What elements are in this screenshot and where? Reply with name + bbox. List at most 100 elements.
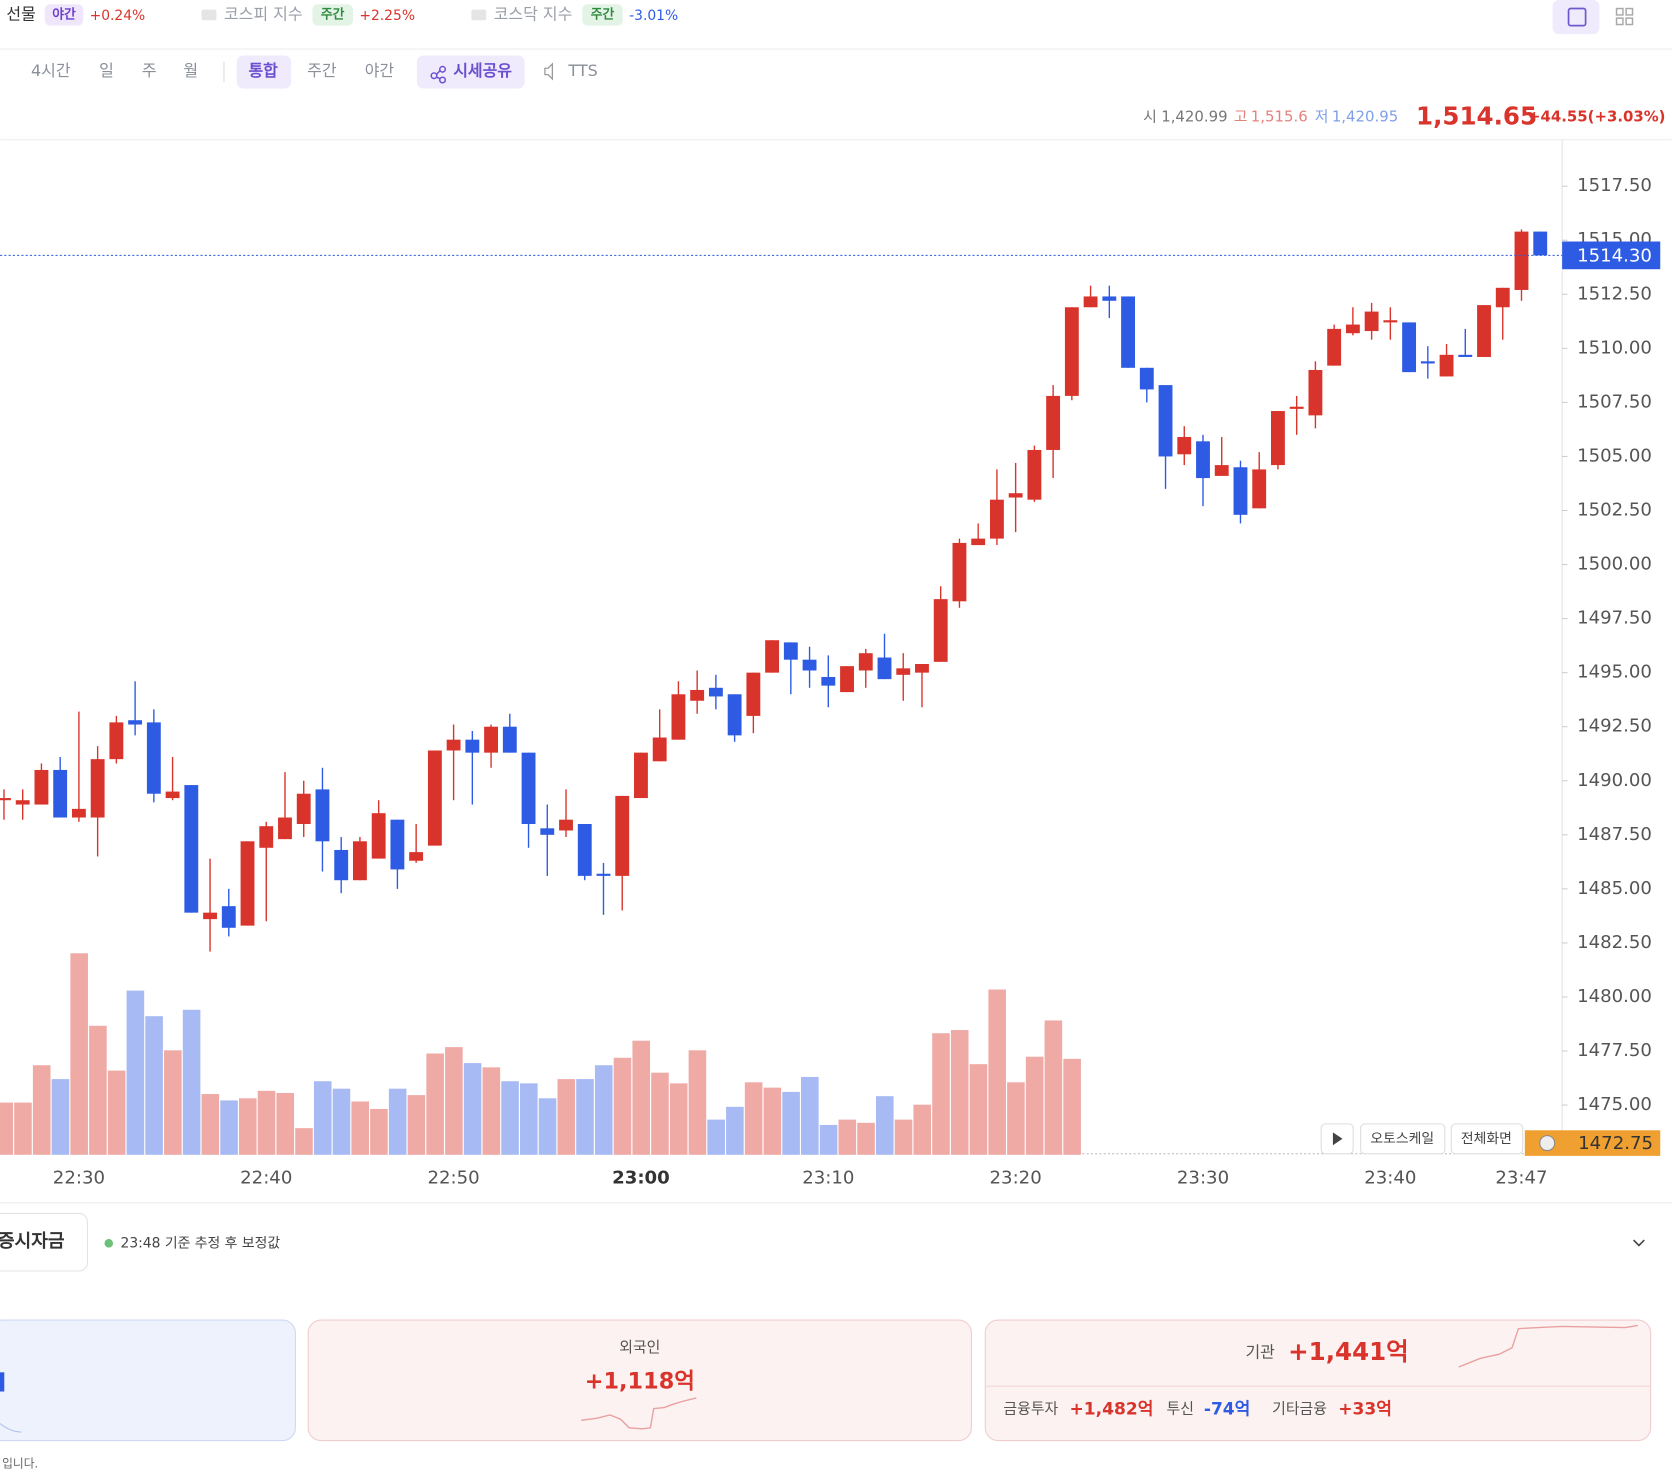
fullscreen-button[interactable] <box>1450 1123 1524 1155</box>
card <box>0 1319 296 1442</box>
candle-body <box>128 720 143 725</box>
tab[interactable]: 일 <box>99 61 114 80</box>
autoscale-button[interactable] <box>1360 1123 1446 1155</box>
candle-body <box>671 694 686 740</box>
button-label: 전체화면 <box>1461 1131 1512 1147</box>
y-tick-label: 1507.50 <box>1577 391 1652 412</box>
y-tick-label: 1510.00 <box>1577 337 1652 358</box>
part-value: -74억 <box>1204 1400 1250 1420</box>
candle-body <box>1477 305 1491 357</box>
volume-bar <box>220 1100 238 1155</box>
candle-body <box>90 759 105 818</box>
card-value: +1,118억 <box>585 1368 695 1394</box>
candle-body <box>634 752 648 799</box>
tab[interactable]: 통합 <box>248 61 278 80</box>
candle-body <box>896 668 911 675</box>
expand-icon[interactable] <box>1633 1239 1645 1247</box>
x-tick-label: 22:50 <box>428 1167 480 1188</box>
sparkline <box>581 1397 697 1430</box>
candle-body <box>1121 296 1135 368</box>
settings-icon <box>1539 1135 1556 1152</box>
candle-body <box>952 542 967 602</box>
volume-bar <box>295 1128 313 1155</box>
volume-bar <box>726 1106 744 1155</box>
card <box>984 1319 1652 1442</box>
tab[interactable]: 월 <box>183 61 198 80</box>
volume-bar <box>51 1079 70 1155</box>
y-tick-label: 1497.50 <box>1577 608 1652 629</box>
card-label: 외국인 <box>619 1338 660 1356</box>
speaker-icon <box>544 62 554 81</box>
volume-bar <box>538 1098 557 1155</box>
x-tick-label: 23:40 <box>1364 1167 1416 1188</box>
candle-body <box>1064 307 1079 396</box>
volume-bar <box>744 1082 763 1155</box>
share-button[interactable] <box>416 55 525 89</box>
volume-bar <box>238 1098 257 1155</box>
card-label: 기관 <box>1245 1343 1275 1362</box>
candle-body <box>1046 395 1061 450</box>
part-label: 금융투자 <box>1003 1400 1058 1418</box>
candle-body <box>53 769 68 818</box>
candle-body <box>465 739 480 753</box>
x-tick-label: 23:10 <box>802 1167 854 1188</box>
candle-body <box>1196 441 1210 479</box>
sparkline <box>1458 1324 1638 1368</box>
volume-bar <box>576 1079 594 1155</box>
candle-body <box>203 912 217 920</box>
volume-bar <box>651 1072 669 1155</box>
x-tick-label: 22:40 <box>240 1167 292 1188</box>
volume-bar <box>407 1095 426 1155</box>
x-tick-label: 23:47 <box>1495 1167 1547 1188</box>
volume-bar <box>669 1083 688 1155</box>
candle-body <box>858 653 873 671</box>
candle-body <box>727 694 742 736</box>
volume-bar <box>370 1108 388 1155</box>
candle-body <box>71 808 86 818</box>
layout-grid-button[interactable] <box>1615 7 1634 26</box>
candle-body <box>1345 324 1360 334</box>
layout-single-button[interactable] <box>1552 0 1600 35</box>
volume-bar <box>875 1096 894 1155</box>
card-value-fragment <box>0 1372 5 1392</box>
candle-body <box>146 722 161 794</box>
candle-body <box>352 841 367 881</box>
candle-body <box>1420 361 1435 364</box>
candle-body <box>296 793 311 825</box>
candle-body <box>652 737 667 762</box>
quote: 시 1,420.99 고 1,515.6 저 1,420.95 1,514.65… <box>1143 101 1665 130</box>
y-tick-label: 1495.00 <box>1577 662 1652 683</box>
volume-bar <box>501 1081 519 1155</box>
play-icon <box>1332 1132 1343 1146</box>
candle-body <box>1458 354 1473 357</box>
candle-body <box>1383 320 1398 323</box>
candle-body <box>1327 328 1342 366</box>
tab[interactable]: TTS <box>567 61 597 80</box>
open-value: 1,420.99 <box>1161 107 1227 125</box>
y-tick-label: 1490.00 <box>1577 770 1652 791</box>
candle-body <box>802 659 817 671</box>
candle-body <box>877 657 892 680</box>
candle-body <box>521 752 536 825</box>
y-tick-label: 1485.00 <box>1577 878 1652 899</box>
volume-bar <box>445 1047 463 1155</box>
low-price-label: 1472.75 <box>1578 1133 1653 1154</box>
icon <box>1567 7 1587 27</box>
ticker-name[interactable]: 코스닥 지수 <box>494 4 573 23</box>
tab[interactable]: 야간 <box>365 61 395 80</box>
section-tab[interactable] <box>0 1212 88 1272</box>
candle-body <box>1214 465 1229 476</box>
session-badge: 주간 <box>591 6 615 22</box>
ticker-name[interactable]: 코스피 지수 <box>224 4 303 23</box>
session-badge: 주간 <box>321 6 345 22</box>
tab[interactable]: 시세공유 <box>453 61 512 80</box>
candle-body <box>259 826 274 848</box>
candle-body <box>0 798 11 801</box>
volume-bar <box>819 1124 838 1155</box>
volume-bar <box>932 1033 950 1155</box>
tab[interactable]: 4시간 <box>31 61 71 80</box>
candle-body <box>165 791 180 799</box>
tab[interactable]: 주 <box>142 61 157 80</box>
footer-note: 입니다. <box>2 1457 38 1470</box>
tab[interactable]: 주간 <box>307 61 337 80</box>
